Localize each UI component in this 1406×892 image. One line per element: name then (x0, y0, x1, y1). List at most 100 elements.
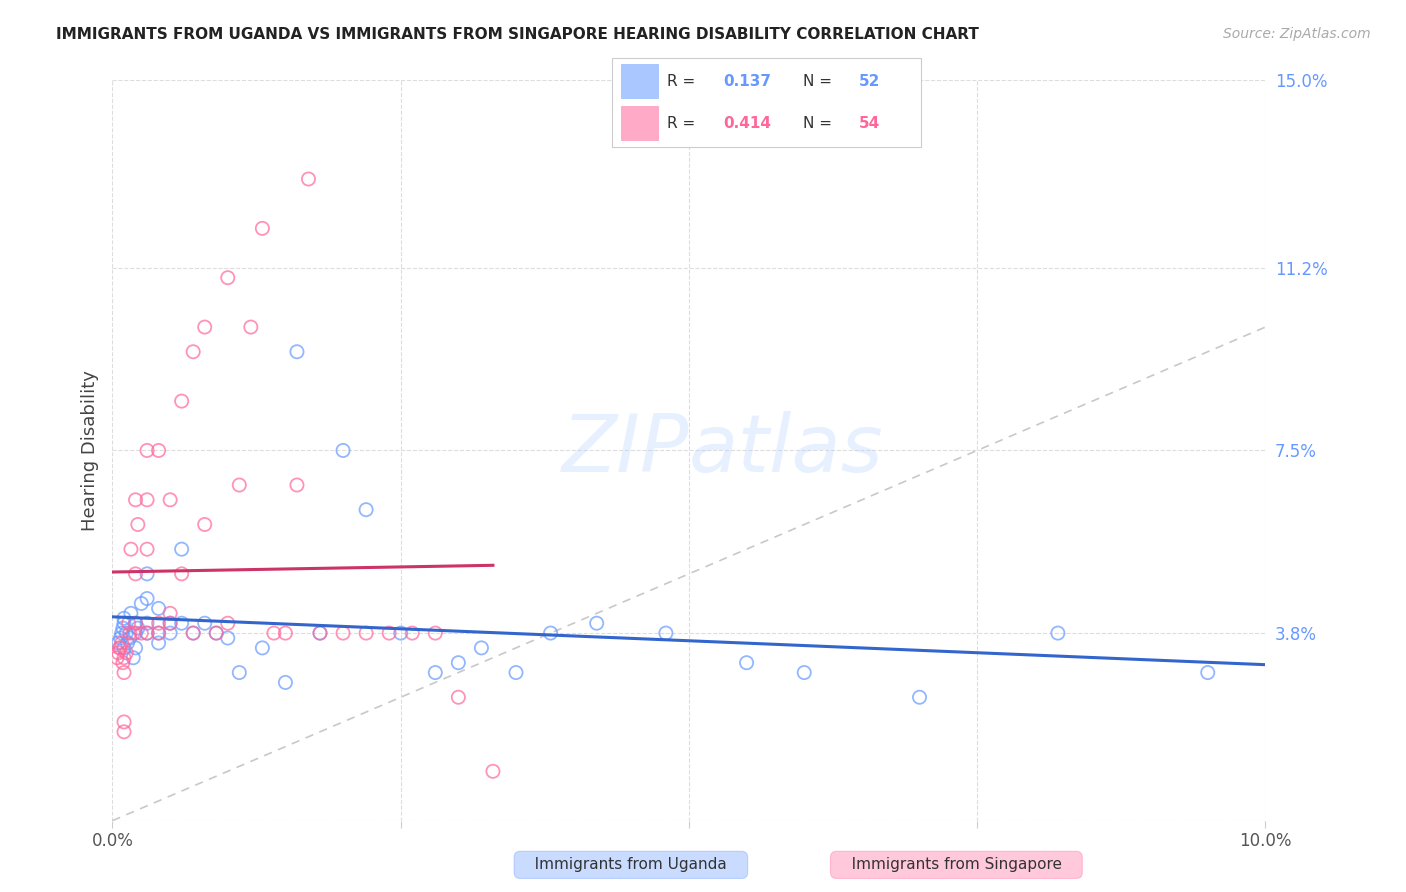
Point (124, 566, 146, 581)
Point (112, 714, 135, 729)
Point (378, 626, 401, 640)
Text: 52: 52 (859, 74, 880, 88)
Point (908, 690, 931, 705)
Point (228, 478, 250, 492)
Point (148, 601, 170, 615)
Point (447, 690, 470, 705)
Point (127, 517, 149, 532)
Point (124, 626, 146, 640)
Point (129, 597, 153, 611)
FancyBboxPatch shape (612, 58, 921, 147)
Point (309, 626, 332, 640)
Point (655, 626, 678, 640)
Point (112, 724, 135, 739)
Text: Source: ZipAtlas.com: Source: ZipAtlas.com (1223, 27, 1371, 41)
Point (115, 646, 138, 660)
Point (252, 221, 274, 235)
Point (112, 650, 135, 665)
Point (285, 478, 308, 492)
Point (205, 626, 228, 640)
Point (136, 542, 159, 557)
Text: 0.414: 0.414 (723, 116, 770, 130)
Point (470, 640, 492, 655)
Point (401, 626, 423, 640)
Point (170, 394, 193, 409)
Point (118, 631, 141, 645)
Point (136, 626, 159, 640)
Point (181, 626, 204, 640)
Point (148, 616, 170, 631)
Text: Immigrants from Uganda: Immigrants from Uganda (520, 857, 741, 872)
Point (111, 636, 134, 650)
Point (205, 626, 228, 640)
Point (194, 517, 217, 532)
Point (112, 640, 135, 655)
Point (148, 626, 170, 640)
Point (108, 640, 131, 655)
Point (136, 616, 159, 631)
Point (1197, 665, 1219, 680)
Point (217, 631, 239, 645)
Y-axis label: Hearing Disability: Hearing Disability (80, 370, 98, 531)
Point (115, 626, 138, 640)
Point (111, 656, 134, 670)
Point (159, 616, 181, 631)
Point (148, 626, 170, 640)
Text: ZIP: ZIP (561, 411, 689, 490)
Point (120, 542, 142, 557)
Text: Immigrants from Singapore: Immigrants from Singapore (837, 857, 1076, 872)
Point (274, 626, 297, 640)
Point (129, 626, 153, 640)
Point (120, 607, 142, 621)
Point (148, 636, 170, 650)
Point (332, 626, 354, 640)
Text: R =: R = (668, 74, 700, 88)
Point (136, 566, 159, 581)
Point (111, 621, 134, 635)
Bar (621, 64, 658, 98)
Point (354, 626, 377, 640)
Point (124, 616, 146, 631)
Point (110, 631, 132, 645)
Point (117, 636, 139, 650)
Point (389, 626, 412, 640)
Point (124, 492, 146, 507)
Point (217, 616, 239, 631)
Bar (621, 106, 658, 140)
Point (148, 443, 170, 458)
Point (105, 650, 128, 665)
Point (239, 320, 262, 334)
Point (447, 656, 470, 670)
Point (107, 646, 129, 660)
Point (136, 443, 159, 458)
Text: N =: N = (803, 74, 837, 88)
Point (122, 626, 145, 640)
Point (194, 616, 217, 631)
Point (354, 502, 377, 516)
Point (124, 616, 146, 631)
Point (122, 650, 145, 665)
Point (425, 665, 447, 680)
Point (309, 626, 332, 640)
Point (285, 344, 308, 359)
Point (332, 443, 354, 458)
Point (482, 764, 505, 779)
Point (112, 665, 135, 680)
Text: N =: N = (803, 116, 837, 130)
Point (170, 542, 193, 557)
Point (110, 640, 132, 655)
Point (107, 636, 129, 650)
Point (1046, 626, 1069, 640)
Point (735, 656, 758, 670)
Point (127, 621, 149, 635)
Point (136, 492, 159, 507)
Point (170, 616, 193, 631)
Point (136, 591, 159, 606)
Point (111, 626, 134, 640)
Point (585, 616, 607, 631)
Point (118, 626, 141, 640)
Point (112, 616, 135, 631)
Point (159, 626, 181, 640)
Point (181, 626, 204, 640)
Point (540, 626, 562, 640)
